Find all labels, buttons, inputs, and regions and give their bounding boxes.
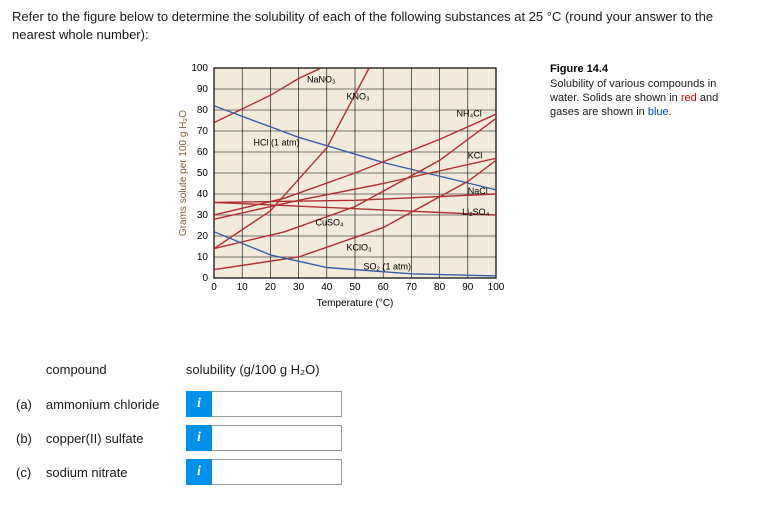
svg-text:90: 90 [462,282,474,293]
svg-text:40: 40 [321,282,333,293]
row-key: (c) [16,455,46,489]
info-button[interactable]: i [186,425,212,451]
solubility-chart: 0 10 20 30 40 50 60 70 80 90 100 0 10 20 30 40 50 60 70 80 9… [172,62,532,332]
svg-text:CuSO₄: CuSO₄ [316,218,345,228]
solubility-input[interactable] [212,459,342,485]
row-key: (a) [16,387,46,421]
table-row: (a)ammonium chloridei [16,387,356,421]
table-row: (c)sodium nitratei [16,455,356,489]
caption-title: Figure 14.4 [550,63,608,75]
svg-text:90: 90 [197,84,209,95]
svg-text:0: 0 [211,282,217,293]
svg-text:80: 80 [434,282,446,293]
caption-end: . [669,106,672,118]
svg-text:20: 20 [197,231,209,242]
answer-cell: i [186,387,356,421]
figure-caption: Figure 14.4 Solubility of various compou… [550,62,730,119]
col-solubility-header: solubility (g/100 g H₂O) [186,362,356,387]
svg-text:Li₂SO₄: Li₂SO₄ [462,207,490,217]
answer-table: compound solubility (g/100 g H₂O) (a)amm… [16,362,356,489]
svg-text:Grams solute per 100 g H₂O: Grams solute per 100 g H₂O [178,110,189,236]
compound-name: sodium nitrate [46,455,186,489]
svg-text:KCl: KCl [468,151,483,161]
svg-text:KClO₃: KClO₃ [347,243,373,253]
svg-text:KNO₃: KNO₃ [347,92,371,102]
solubility-input[interactable] [212,391,342,417]
compound-name: ammonium chloride [46,387,186,421]
svg-text:10: 10 [197,252,209,263]
chart-svg: 0 10 20 30 40 50 60 70 80 90 100 0 10 20 30 40 50 60 70 80 9… [172,62,532,332]
svg-text:NaCl: NaCl [468,186,488,196]
svg-text:50: 50 [197,168,209,179]
svg-text:100: 100 [488,282,505,293]
info-button[interactable]: i [186,391,212,417]
col-key-header [16,362,46,387]
svg-text:20: 20 [265,282,277,293]
svg-text:30: 30 [197,210,209,221]
svg-text:70: 70 [406,282,418,293]
svg-text:40: 40 [197,189,209,200]
svg-text:100: 100 [191,63,208,74]
row-key: (b) [16,421,46,455]
svg-text:HCl (1 atm): HCl (1 atm) [253,138,299,148]
svg-text:50: 50 [349,282,361,293]
caption-blue-word: blue [648,106,669,118]
answer-cell: i [186,455,356,489]
svg-text:70: 70 [197,126,209,137]
svg-text:60: 60 [197,147,209,158]
svg-text:80: 80 [197,105,209,116]
question-prompt: Refer to the figure below to determine t… [12,8,750,44]
svg-text:30: 30 [293,282,305,293]
svg-text:SO₂ (1 atm): SO₂ (1 atm) [363,262,411,272]
answer-cell: i [186,421,356,455]
svg-text:NH₄Cl: NH₄Cl [457,109,482,119]
svg-text:0: 0 [202,273,208,284]
caption-red-word: red [681,92,697,104]
svg-text:Temperature (°C): Temperature (°C) [317,298,394,309]
svg-text:10: 10 [237,282,249,293]
svg-text:60: 60 [378,282,390,293]
svg-text:NaNO₃: NaNO₃ [307,75,336,85]
solubility-input[interactable] [212,425,342,451]
col-compound-header: compound [46,362,186,387]
compound-name: copper(II) sulfate [46,421,186,455]
info-button[interactable]: i [186,459,212,485]
table-row: (b)copper(II) sulfatei [16,421,356,455]
